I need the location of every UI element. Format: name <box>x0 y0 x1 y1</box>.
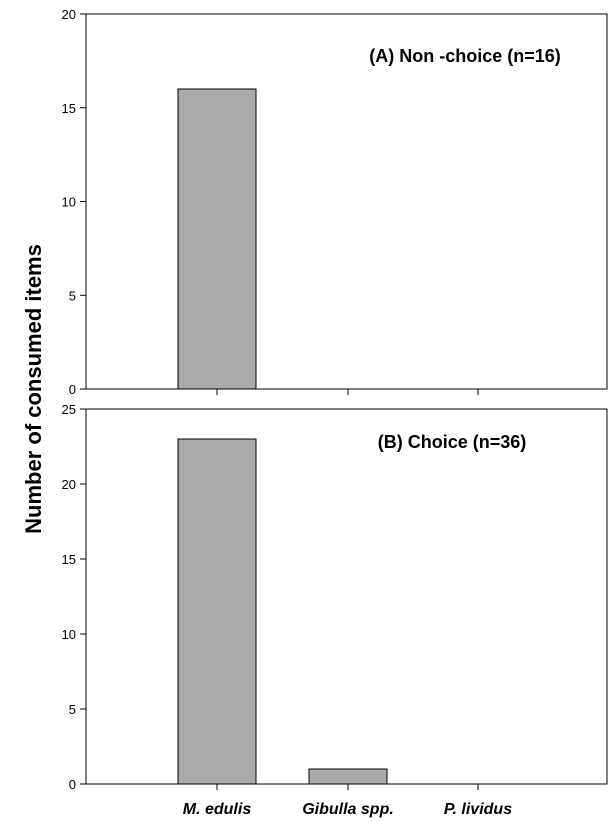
x-category-label-2: Gibulla spp. <box>302 801 394 818</box>
x-category-labels: M. edulis Gibulla spp. P. lividus <box>183 801 512 818</box>
y-tick-label-panel-a: 10 <box>62 195 76 210</box>
panel-title-a: (A) Non -choice (n=16) <box>369 46 561 66</box>
bar-panel-b-2 <box>308 768 388 785</box>
panel-a: 0 5 10 15 20 (A) Non -choice (n=16) <box>62 7 608 397</box>
y-tick-label-panel-a: 0 <box>69 382 76 397</box>
bar-panel-b-1 <box>177 438 257 785</box>
y-tick-label-panel-a: 15 <box>62 101 76 116</box>
bar-panel-a-1 <box>177 88 257 390</box>
y-tick-label-panel-a: 20 <box>62 7 76 22</box>
y-tick-label-panel-b: 15 <box>62 552 76 567</box>
y-tick-label-panel-b: 0 <box>69 777 76 792</box>
plot-frame-panel-b <box>85 408 608 785</box>
panel-b: 0 5 10 15 20 25 (B) Choice (n=36) <box>62 402 608 792</box>
y-tick-label-panel-b: 25 <box>62 402 76 417</box>
plot-frame-panel-a <box>85 13 608 390</box>
y-tick-label-panel-b: 5 <box>69 702 76 717</box>
panel-title-b: (B) Choice (n=36) <box>378 432 527 452</box>
y-tick-label-panel-b: 10 <box>62 627 76 642</box>
y-tick-label-panel-b: 20 <box>62 477 76 492</box>
y-axis-label: Number of consumed items <box>21 244 46 534</box>
x-category-label-3: P. lividus <box>444 801 512 818</box>
x-category-label-1: M. edulis <box>183 801 252 818</box>
y-tick-label-panel-a: 5 <box>69 288 76 303</box>
